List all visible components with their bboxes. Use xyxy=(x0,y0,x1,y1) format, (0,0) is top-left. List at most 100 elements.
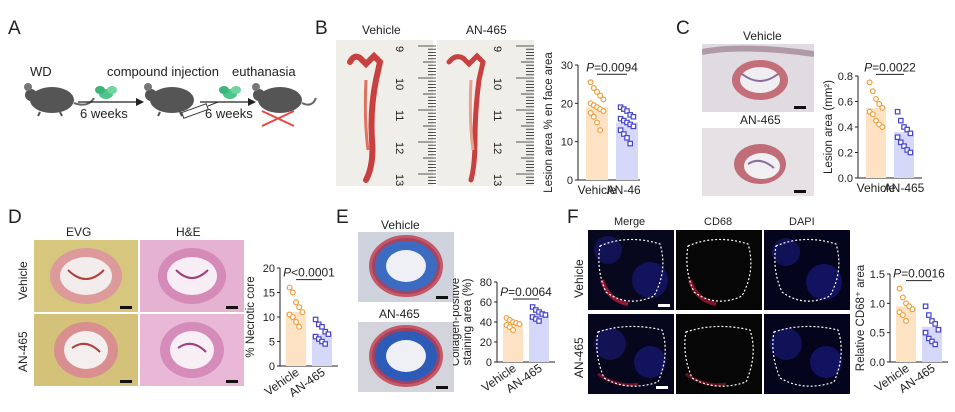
scale-bar xyxy=(436,386,448,389)
point-an465 xyxy=(624,135,630,141)
ruler-left: 9 10 11 12 13 xyxy=(393,45,436,186)
mouse-icon xyxy=(144,83,194,117)
label-vehicle-e: Vehicle xyxy=(381,218,420,232)
point-an465 xyxy=(932,321,939,327)
p-value-label: P=0.0064 xyxy=(500,285,552,299)
label-he: H&E xyxy=(176,225,201,239)
ruler-right: 9 10 11 12 13 xyxy=(491,45,534,186)
point-an465 xyxy=(922,329,929,336)
point-an465 xyxy=(929,338,935,345)
point-an465 xyxy=(907,149,914,156)
y-axis-label: Collagen-positive xyxy=(453,278,462,366)
point-an465 xyxy=(925,312,932,318)
y-axis-label: % Necrotic core xyxy=(245,276,257,357)
bar-an465 xyxy=(922,326,942,362)
p-rest: =0.0064 xyxy=(508,285,552,299)
micrograph-d-evg-vehicle xyxy=(34,240,138,312)
point-an465 xyxy=(536,318,542,324)
y-tick-label: 20 xyxy=(480,337,492,349)
label-vehicle-c: Vehicle xyxy=(743,29,782,43)
point-an465 xyxy=(627,140,634,147)
y-tick-label: 0.0 xyxy=(838,173,853,185)
x-tick-label: AN-465 xyxy=(884,181,925,195)
scale-bar xyxy=(658,304,670,307)
label-vehicle-b: Vehicle xyxy=(362,23,401,37)
point-vehicle xyxy=(869,111,876,118)
point-vehicle xyxy=(296,304,303,311)
point-vehicle xyxy=(296,323,303,330)
point-an465 xyxy=(620,131,627,137)
point-an465 xyxy=(617,127,624,133)
aorta-image-an465 xyxy=(437,40,534,186)
mouse-icon xyxy=(252,83,317,113)
point-an465 xyxy=(929,318,935,324)
scale-bar xyxy=(656,386,668,389)
panel-letter-b: B xyxy=(315,18,328,39)
point-vehicle xyxy=(587,109,594,116)
point-vehicle xyxy=(299,309,306,316)
y-axis-label: staining area (%) xyxy=(462,278,474,365)
y-tick-label: 0.5 xyxy=(870,328,885,340)
scale-bar xyxy=(436,296,448,299)
y-axis-label: Lesion area % en face area xyxy=(543,52,555,193)
p-italic: P xyxy=(500,285,508,299)
point-an465 xyxy=(322,341,329,347)
label-6-weeks-2: 6 weeks xyxy=(205,106,253,121)
label-vehicle-d: Vehicle xyxy=(16,261,30,300)
y-tick-label: 5 xyxy=(269,337,275,349)
fluor-cd68-vehicle xyxy=(676,230,762,310)
point-vehicle xyxy=(869,88,876,95)
y-tick-label: 1.0 xyxy=(870,298,885,310)
ruler-label: 9 xyxy=(491,46,503,52)
y-tick-label: 0 xyxy=(567,175,573,187)
y-tick-label: 0 xyxy=(269,361,275,373)
ruler-label: 9 xyxy=(393,46,405,52)
label-dapi: DAPI xyxy=(789,216,815,228)
point-vehicle xyxy=(590,84,597,91)
point-an465 xyxy=(904,126,911,133)
aorta-image-vehicle xyxy=(336,40,433,186)
p-rest: <0.0001 xyxy=(291,266,335,280)
micrograph-c-vehicle xyxy=(702,44,814,112)
point-vehicle xyxy=(593,88,600,95)
micrograph-d-he-an465 xyxy=(140,314,244,386)
p-rest: =0.0094 xyxy=(594,60,638,74)
point-an465 xyxy=(894,134,901,141)
schematic-diagram xyxy=(24,83,317,127)
scale-bar xyxy=(120,380,132,383)
point-an465 xyxy=(624,108,630,114)
point-vehicle xyxy=(879,123,886,130)
ruler-label: 13 xyxy=(393,174,405,186)
scale-bar xyxy=(794,190,806,193)
p-italic: P xyxy=(893,267,901,281)
y-tick-label: 0.4 xyxy=(838,122,853,134)
ruler-label: 12 xyxy=(393,142,405,154)
point-vehicle xyxy=(593,119,600,126)
y-tick-label: 10 xyxy=(263,312,275,324)
micrograph-e-an465 xyxy=(358,322,454,392)
y-tick-label: 40 xyxy=(480,317,492,329)
panel-letter-d: D xyxy=(8,207,22,228)
scale-bar xyxy=(794,106,806,109)
point-an465 xyxy=(922,303,929,310)
p-italic: P xyxy=(586,60,594,74)
mouse-icon xyxy=(24,83,95,117)
point-vehicle xyxy=(600,107,607,114)
y-tick-label: 10 xyxy=(561,137,573,149)
label-an465-f: AN-465 xyxy=(572,337,586,378)
syringe-icon xyxy=(181,101,219,119)
bar-vehicle xyxy=(586,107,608,180)
point-vehicle xyxy=(289,313,296,320)
point-vehicle xyxy=(597,127,604,134)
panel-letter-c: C xyxy=(676,18,690,39)
y-tick-label: 0.0 xyxy=(870,357,885,369)
ruler-label: 13 xyxy=(491,174,503,186)
p-value-label: P=0.0016 xyxy=(893,267,945,281)
point-an465 xyxy=(901,143,907,149)
fluor-merge-vehicle xyxy=(588,230,674,310)
p-value-label: P=0.0022 xyxy=(864,60,916,74)
label-an465-b: AN-465 xyxy=(466,23,507,37)
point-an465 xyxy=(319,323,325,330)
